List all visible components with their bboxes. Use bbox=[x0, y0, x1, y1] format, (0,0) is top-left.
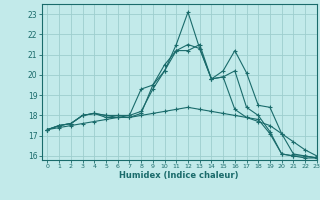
X-axis label: Humidex (Indice chaleur): Humidex (Indice chaleur) bbox=[119, 171, 239, 180]
